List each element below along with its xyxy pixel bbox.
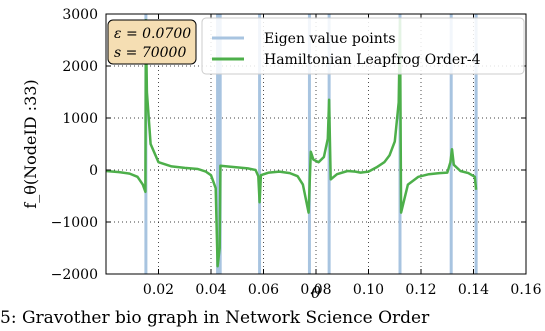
series-lines bbox=[105, 17, 478, 268]
x-tick-label: 0.06 bbox=[248, 282, 279, 298]
y-tick-label: −2000 bbox=[51, 267, 98, 283]
y-tick-label: −1000 bbox=[51, 215, 98, 231]
axis-ticks: 0.02 0.04 0.06 0.08 0.10 0.12 0.14 0.16 −2000 −10… bbox=[51, 7, 542, 298]
y-axis-label-group: f_θ(NodeID :33) bbox=[21, 79, 40, 208]
params-box: ε = 0.0700 s = 70000 bbox=[107, 19, 197, 65]
y-tick-label: 3000 bbox=[62, 7, 98, 23]
x-axis-label: θ bbox=[311, 283, 321, 302]
y-tick-label: 2000 bbox=[62, 59, 98, 75]
x-tick-label: 0.02 bbox=[143, 282, 174, 298]
chart: 0.02 0.04 0.06 0.08 0.10 0.12 0.14 0.16 −2000 −10… bbox=[21, 7, 542, 302]
param-epsilon: ε = 0.0700 bbox=[114, 26, 191, 42]
legend-label-eigen: Eigen value points bbox=[264, 31, 396, 47]
legend: Eigen value points Hamiltonian Leapfrog … bbox=[201, 17, 525, 75]
caption: 5: Gravother bio graph in Network Scienc… bbox=[0, 308, 430, 328]
params-box-frame bbox=[107, 19, 197, 65]
param-s: s = 70000 bbox=[114, 45, 186, 61]
x-tick-label: 0.12 bbox=[405, 282, 436, 298]
x-tick-label: 0.16 bbox=[510, 282, 541, 298]
x-tick-label: 0.04 bbox=[195, 282, 226, 298]
y-axis-label: f_θ(NodeID :33) bbox=[21, 79, 40, 208]
x-tick-label: 0.14 bbox=[458, 282, 489, 298]
legend-label-hamiltonian: Hamiltonian Leapfrog Order-4 bbox=[264, 52, 481, 68]
y-tick-label: 0 bbox=[89, 163, 98, 179]
series-line-hamiltonian bbox=[105, 17, 478, 268]
legend-frame bbox=[201, 17, 525, 75]
y-tick-label: 1000 bbox=[62, 111, 98, 127]
x-tick-label: 0.10 bbox=[353, 282, 384, 298]
x-tick-label: 0.08 bbox=[300, 282, 331, 298]
